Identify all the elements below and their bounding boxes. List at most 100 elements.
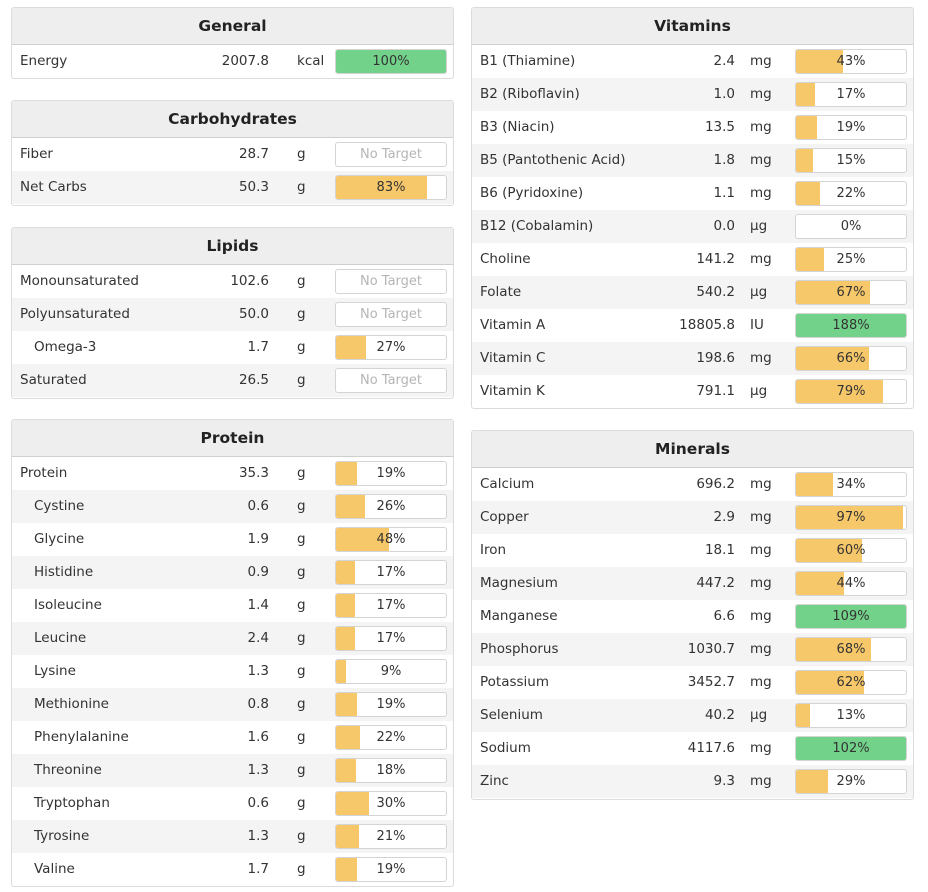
nutrient-row-isoleucine[interactable]: Isoleucine 1.4 g 17% xyxy=(12,589,453,622)
nutrient-amount: 28.7 xyxy=(238,146,269,162)
nutrient-row-magnesium[interactable]: Magnesium 447.2 mg 44% xyxy=(472,567,913,600)
target-progress-bar: 29% xyxy=(795,769,907,794)
nutrient-amount: 540.2 xyxy=(696,284,735,300)
nutrient-row-copper[interactable]: Copper 2.9 mg 97% xyxy=(472,501,913,534)
nutrient-row-folate[interactable]: Folate 540.2 µg 67% xyxy=(472,276,913,309)
target-percent: 27% xyxy=(376,340,406,355)
nutrient-row-b2-riboflavin[interactable]: B2 (Riboflavin) 1.0 mg 17% xyxy=(472,78,913,111)
nutrient-name: Polyunsaturated xyxy=(20,306,130,322)
nutrient-name: Methionine xyxy=(34,696,109,712)
target-percent: 0% xyxy=(840,219,862,234)
target-progress-fill xyxy=(796,248,824,271)
nutrient-name: B5 (Pantothenic Acid) xyxy=(480,152,626,168)
vitamins-panel: Vitamins B1 (Thiamine) 2.4 mg 43% B2 (Ribofl… xyxy=(471,7,914,409)
target-progress-fill xyxy=(336,627,355,650)
nutrient-row-choline[interactable]: Choline 141.2 mg 25% xyxy=(472,243,913,276)
target-percent: 83% xyxy=(376,180,406,195)
target-progress-bar: 19% xyxy=(335,857,447,882)
protein-panel: Protein Protein 35.3 g 19% Cystine 0.6 g 26% Gly… xyxy=(11,419,454,887)
target-progress-bar: 79% xyxy=(795,379,907,404)
target-percent: No Target xyxy=(359,274,423,289)
target-percent: 13% xyxy=(836,708,866,723)
target-progress-fill xyxy=(796,314,906,337)
nutrient-amount: 141.2 xyxy=(696,251,735,267)
nutrient-row-b6-pyridoxine[interactable]: B6 (Pyridoxine) 1.1 mg 22% xyxy=(472,177,913,210)
nutrient-row-net-carbs[interactable]: Net Carbs 50.3 g 83% xyxy=(12,171,453,204)
nutrient-amount: 9.3 xyxy=(713,773,735,789)
nutrient-unit: mg xyxy=(750,53,772,69)
target-progress-fill xyxy=(336,825,360,848)
nutrient-row-omega-3[interactable]: Omega-3 1.7 g 27% xyxy=(12,331,453,364)
nutrient-row-monounsaturated[interactable]: Monounsaturated 102.6 g No Target xyxy=(12,265,453,298)
target-percent: 34% xyxy=(836,477,866,492)
nutrient-amount: 18805.8 xyxy=(679,317,735,333)
nutrient-amount: 2.9 xyxy=(713,509,735,525)
minerals-title: Minerals xyxy=(472,431,913,468)
target-percent: 60% xyxy=(836,543,866,558)
nutrient-row-zinc[interactable]: Zinc 9.3 mg 29% xyxy=(472,765,913,798)
nutrient-row-sodium[interactable]: Sodium 4117.6 mg 102% xyxy=(472,732,913,765)
nutrient-row-methionine[interactable]: Methionine 0.8 g 19% xyxy=(12,688,453,721)
nutrient-row-potassium[interactable]: Potassium 3452.7 mg 62% xyxy=(472,666,913,699)
nutrient-unit: mg xyxy=(750,608,772,624)
carbohydrates-panel: Carbohydrates Fiber 28.7 g No Target Net Car… xyxy=(11,100,454,206)
nutrient-name: Potassium xyxy=(480,674,550,690)
target-progress-bar: 19% xyxy=(335,461,447,486)
target-percent: 9% xyxy=(380,664,402,679)
target-progress-bar: 17% xyxy=(335,593,447,618)
nutrient-name: Tryptophan xyxy=(34,795,110,811)
nutrient-row-calcium[interactable]: Calcium 696.2 mg 34% xyxy=(472,468,913,501)
target-progress-fill xyxy=(336,176,428,199)
nutrient-row-tryptophan[interactable]: Tryptophan 0.6 g 30% xyxy=(12,787,453,820)
nutrient-row-tyrosine[interactable]: Tyrosine 1.3 g 21% xyxy=(12,820,453,853)
nutrient-row-vitamin-k[interactable]: Vitamin K 791.1 µg 79% xyxy=(472,375,913,408)
nutrient-row-b5-pantothenic-acid[interactable]: B5 (Pantothenic Acid) 1.8 mg 15% xyxy=(472,144,913,177)
nutrient-row-iron[interactable]: Iron 18.1 mg 60% xyxy=(472,534,913,567)
nutrient-row-selenium[interactable]: Selenium 40.2 µg 13% xyxy=(472,699,913,732)
nutrient-amount: 4117.6 xyxy=(687,740,735,756)
nutrient-row-b12-cobalamin[interactable]: B12 (Cobalamin) 0.0 µg 0% xyxy=(472,210,913,243)
nutrient-row-threonine[interactable]: Threonine 1.3 g 18% xyxy=(12,754,453,787)
nutrient-row-cystine[interactable]: Cystine 0.6 g 26% xyxy=(12,490,453,523)
nutrient-row-valine[interactable]: Valine 1.7 g 19% xyxy=(12,853,453,886)
nutrient-name: Vitamin C xyxy=(480,350,546,366)
nutrient-row-leucine[interactable]: Leucine 2.4 g 17% xyxy=(12,622,453,655)
nutrient-name: Iron xyxy=(480,542,507,558)
nutrient-row-b1-thiamine[interactable]: B1 (Thiamine) 2.4 mg 43% xyxy=(472,45,913,78)
carbohydrates-rows: Fiber 28.7 g No Target Net Carbs 50.3 g 83% xyxy=(12,138,453,204)
target-progress-fill xyxy=(796,539,862,562)
nutrient-row-saturated[interactable]: Saturated 26.5 g No Target xyxy=(12,364,453,397)
target-progress-bar: 17% xyxy=(335,560,447,585)
nutrient-row-vitamin-c[interactable]: Vitamin C 198.6 mg 66% xyxy=(472,342,913,375)
nutrient-row-protein[interactable]: Protein 35.3 g 19% xyxy=(12,457,453,490)
nutrient-row-fiber[interactable]: Fiber 28.7 g No Target xyxy=(12,138,453,171)
minerals-panel: Minerals Calcium 696.2 mg 34% Copper 2.9 mg 97%… xyxy=(471,430,914,800)
nutrient-unit: mg xyxy=(750,185,772,201)
target-progress-fill xyxy=(336,858,357,881)
nutrient-unit: g xyxy=(297,630,306,646)
target-progress-fill xyxy=(336,792,369,815)
target-progress-bar: 17% xyxy=(795,82,907,107)
nutrient-row-b3-niacin[interactable]: B3 (Niacin) 13.5 mg 19% xyxy=(472,111,913,144)
nutrient-row-lysine[interactable]: Lysine 1.3 g 9% xyxy=(12,655,453,688)
nutrient-row-polyunsaturated[interactable]: Polyunsaturated 50.0 g No Target xyxy=(12,298,453,331)
nutrient-row-histidine[interactable]: Histidine 0.9 g 17% xyxy=(12,556,453,589)
nutrient-row-manganese[interactable]: Manganese 6.6 mg 109% xyxy=(472,600,913,633)
target-progress-fill xyxy=(336,561,355,584)
nutrient-unit: mg xyxy=(750,476,772,492)
target-percent: 19% xyxy=(376,862,406,877)
nutrient-amount: 50.3 xyxy=(238,179,269,195)
target-percent: 30% xyxy=(376,796,406,811)
nutrient-row-phosphorus[interactable]: Phosphorus 1030.7 mg 68% xyxy=(472,633,913,666)
nutrient-row-energy[interactable]: Energy 2007.8 kcal 100% xyxy=(12,45,453,78)
nutrient-row-phenylalanine[interactable]: Phenylalanine 1.6 g 22% xyxy=(12,721,453,754)
nutrient-row-glycine[interactable]: Glycine 1.9 g 48% xyxy=(12,523,453,556)
nutrient-name: Cystine xyxy=(34,498,85,514)
nutrient-name: Threonine xyxy=(34,762,102,778)
target-percent: 26% xyxy=(376,499,406,514)
nutrient-row-vitamin-a[interactable]: Vitamin A 18805.8 IU 188% xyxy=(472,309,913,342)
nutrient-unit: g xyxy=(297,762,306,778)
target-progress-fill xyxy=(796,83,815,106)
nutrient-amount: 0.6 xyxy=(247,498,269,514)
nutrient-unit: g xyxy=(297,663,306,679)
